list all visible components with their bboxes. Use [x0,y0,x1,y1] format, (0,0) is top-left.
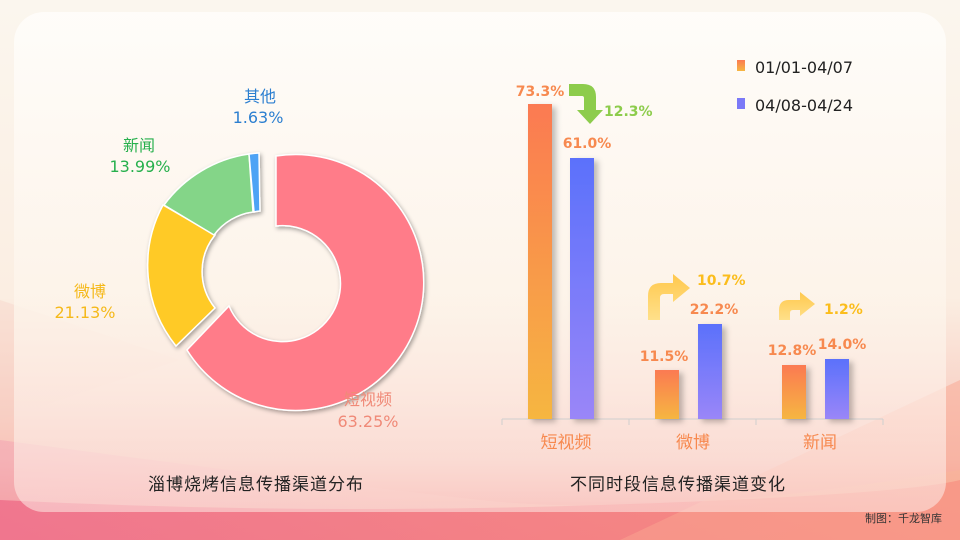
value-news-period1: 12.8% [768,343,817,359]
bar-news-period2[interactable] [825,359,849,419]
arrow-up-right-icon [779,292,815,320]
label-news: 新闻 [123,136,155,155]
label-short-video: 短视频 [344,390,392,409]
credit-text: 制图：千龙智库 [865,512,942,525]
x-axis [501,418,884,425]
bar-short-video-period1[interactable] [528,104,552,419]
value-weibo: 21.13% [54,303,115,322]
right-chart-caption: 不同时段信息传播渠道变化 [570,475,786,495]
left-chart-caption: 淄博烧烤信息传播渠道分布 [148,475,364,495]
bar-chart: 01/01-04/07 04/08-04/24 73.3% 61.0% 11.5… [501,58,884,453]
legend-swatch-period1 [737,60,745,71]
legend: 01/01-04/07 04/08-04/24 [737,58,853,115]
change-short-video: 12.3% [604,104,653,120]
arrow-down-icon [569,84,603,124]
arrow-up-right-icon [648,274,690,320]
category-news: 新闻 [803,433,837,453]
value-weibo-period2: 22.2% [690,302,739,318]
change-weibo: 10.7% [697,273,746,289]
bar-news-period1[interactable] [782,365,806,419]
value-short-video-period1: 73.3% [516,84,565,100]
category-weibo: 微博 [676,433,710,453]
legend-label-period1: 01/01-04/07 [755,58,853,77]
category-short-video: 短视频 [541,433,592,453]
value-other: 1.63% [233,108,284,127]
legend-label-period2: 04/08-04/24 [755,96,853,115]
value-weibo-period1: 11.5% [640,349,689,365]
bar-weibo-period1[interactable] [655,370,679,419]
bar-weibo-period2[interactable] [698,324,722,419]
change-news: 1.2% [824,302,863,318]
slice-short-video[interactable] [186,153,425,412]
label-weibo: 微博 [74,282,106,301]
slice-weibo[interactable] [146,203,217,348]
value-short-video: 63.25% [337,412,398,431]
value-short-video-period2: 61.0% [563,136,612,152]
label-other: 其他 [244,87,276,106]
bar-short-video-period2[interactable] [570,158,594,419]
value-news: 13.99% [109,157,170,176]
legend-swatch-period2 [737,98,745,109]
slice-other[interactable] [248,152,261,213]
value-news-period2: 14.0% [818,337,867,353]
donut-chart: 其他 1.63% 新闻 13.99% 微博 21.13% 短视频 63.25% [54,87,425,431]
